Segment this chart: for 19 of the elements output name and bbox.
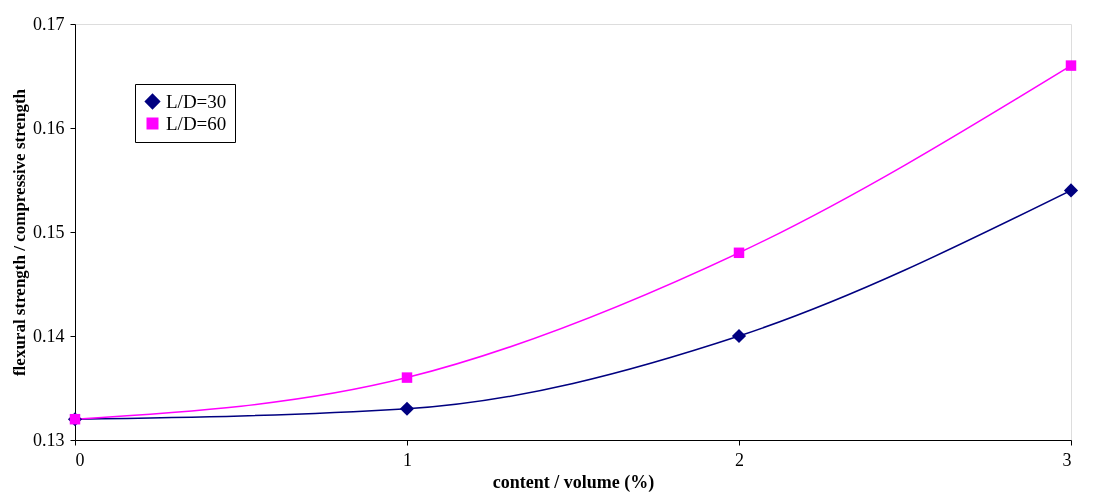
point <box>1065 60 1077 71</box>
legend-label: L/D=30 <box>166 90 227 112</box>
y-axis-title: flexural strength / compressive strength <box>10 88 29 377</box>
legend-label: L/D=60 <box>166 112 227 134</box>
y-tick-label: 0.17 <box>33 13 65 34</box>
point <box>733 247 745 259</box>
y-tick-label: 0.15 <box>33 221 65 242</box>
x-tick-label: 2 <box>735 449 744 470</box>
y-tick-label: 0.14 <box>33 325 65 346</box>
point <box>401 372 413 383</box>
point <box>731 328 747 344</box>
x-tick-label: 1 <box>403 449 412 470</box>
point <box>1063 183 1079 198</box>
y-tick-label: 0.16 <box>33 117 65 138</box>
x-tick-label: 3 <box>1062 449 1072 470</box>
x-tick-label: 0 <box>75 449 85 470</box>
y-tick-label: 0.13 <box>33 429 65 450</box>
point <box>399 401 415 416</box>
x-axis-title: content / volume (%) <box>492 471 655 493</box>
